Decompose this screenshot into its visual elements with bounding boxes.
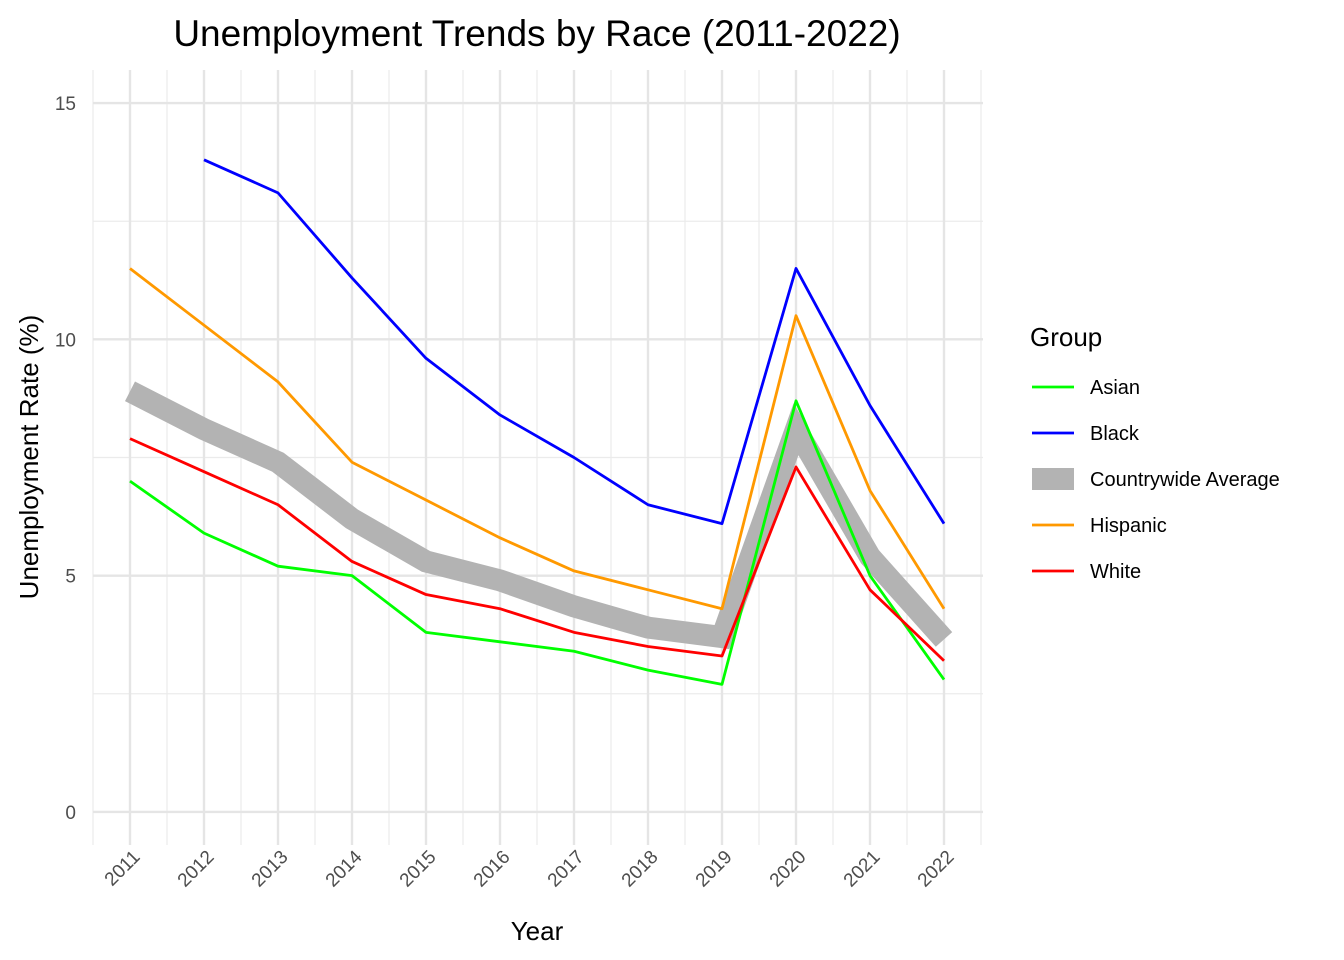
legend-label-hispanic: Hispanic <box>1090 515 1167 537</box>
series-line-black <box>203 158 946 526</box>
legend-label-countrywide-average: Countrywide Average <box>1090 469 1280 491</box>
legend: Group Asian Black Countrywide Average Hispa… <box>1030 322 1280 583</box>
series-line-white <box>129 437 945 662</box>
y-tick-label: 10 <box>55 330 76 351</box>
legend-title: Group <box>1030 322 1102 352</box>
legend-label-black: Black <box>1090 423 1140 445</box>
chart-title: Unemployment Trends by Race (2011-2022) <box>173 13 900 54</box>
major-gridlines <box>93 70 983 845</box>
series-line-countrywide-average <box>124 381 953 650</box>
y-axis-title: Unemployment Rate (%) <box>14 315 44 600</box>
y-axis-tick-labels: 0 5 10 15 <box>55 94 76 824</box>
series-line-asian <box>129 399 946 686</box>
series-lines <box>124 158 953 686</box>
legend-key-countrywide-average <box>1032 468 1074 490</box>
series-line-hispanic <box>129 267 946 611</box>
y-tick-label: 5 <box>65 567 76 588</box>
x-axis-title: Year <box>511 916 564 946</box>
y-tick-label: 15 <box>55 94 76 115</box>
y-tick-label: 0 <box>65 803 76 824</box>
legend-label-asian: Asian <box>1090 377 1140 399</box>
legend-label-white: White <box>1090 561 1141 583</box>
